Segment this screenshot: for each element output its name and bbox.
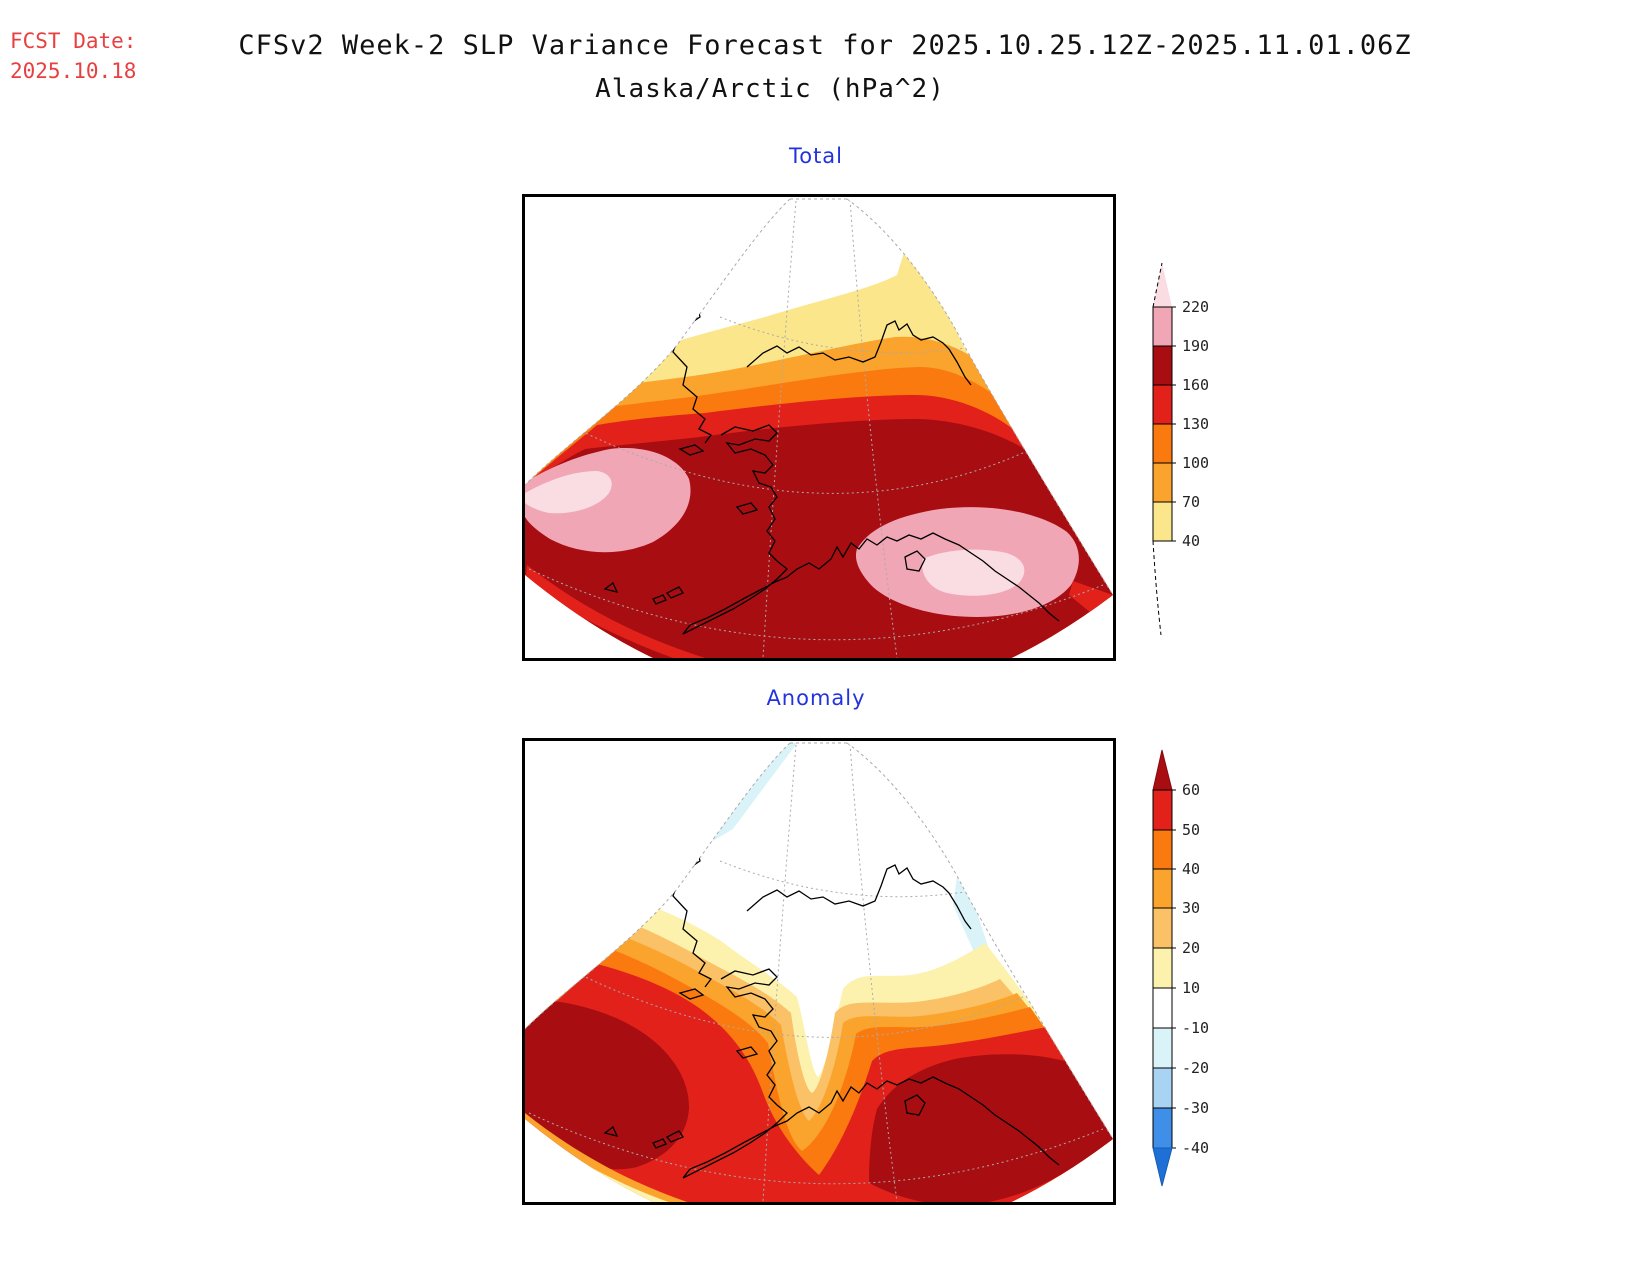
page-title: CFSv2 Week-2 SLP Variance Forecast for 2… bbox=[238, 30, 1412, 61]
total-map-panel bbox=[522, 194, 1116, 661]
total-colorbar-bottom-arrow bbox=[1152, 540, 1162, 636]
anomaly-colorbar-ticks: 60 50 40 30 20 10 -10 -20 -30 -40 bbox=[1182, 781, 1209, 1157]
tick-label: 30 bbox=[1182, 899, 1200, 917]
anomaly-graticule bbox=[528, 743, 1104, 1202]
anomaly-panel-title: Anomaly bbox=[766, 686, 866, 710]
tick-label: 190 bbox=[1182, 337, 1209, 355]
anomaly-contour-fills bbox=[525, 743, 1113, 1202]
forecast-date-label: FCST Date: bbox=[10, 29, 137, 53]
total-panel-title: Total bbox=[788, 144, 844, 168]
anomaly-colorbar-top-arrow bbox=[1152, 749, 1173, 791]
anomaly-colorbar: 60 50 40 30 20 10 -10 -20 -30 -40 bbox=[1140, 740, 1250, 1210]
tick-label: 50 bbox=[1182, 821, 1200, 839]
tick-label: 60 bbox=[1182, 781, 1200, 799]
anomaly-map-panel bbox=[522, 738, 1116, 1205]
tick-label: -30 bbox=[1182, 1099, 1209, 1117]
tick-label: 160 bbox=[1182, 376, 1209, 394]
tick-label: -10 bbox=[1182, 1019, 1209, 1037]
total-map bbox=[525, 198, 1113, 658]
total-contour-fills bbox=[525, 199, 1113, 658]
tick-label: 40 bbox=[1182, 860, 1200, 878]
total-colorbar-ticks: 220 190 160 130 100 70 40 bbox=[1182, 298, 1209, 550]
total-colorbar-top-arrow bbox=[1153, 263, 1172, 307]
tick-label: 220 bbox=[1182, 298, 1209, 316]
forecast-date-block: FCST Date: 2025.10.18 bbox=[10, 26, 136, 86]
total-graticule bbox=[528, 199, 1104, 658]
tick-label: 100 bbox=[1182, 454, 1209, 472]
forecast-date-value: 2025.10.18 bbox=[10, 59, 137, 83]
anomaly-colorbar-bottom-arrow bbox=[1152, 1147, 1173, 1187]
total-domain-boundary bbox=[525, 198, 1113, 596]
tick-label: -20 bbox=[1182, 1059, 1209, 1077]
tick-label: 130 bbox=[1182, 415, 1209, 433]
page-subtitle: Alaska/Arctic (hPa^2) bbox=[595, 74, 945, 104]
anomaly-colorbar-svg: 60 50 40 30 20 10 -10 -20 -30 -40 bbox=[1152, 749, 1209, 1187]
anomaly-map bbox=[525, 742, 1113, 1202]
anomaly-domain-boundary bbox=[525, 742, 1113, 1140]
total-colorbar: 220 190 160 130 100 70 40 bbox=[1140, 255, 1250, 655]
total-colorbar-svg: 220 190 160 130 100 70 40 bbox=[1152, 262, 1209, 636]
tick-label: -40 bbox=[1182, 1139, 1209, 1157]
tick-label: 40 bbox=[1182, 532, 1200, 550]
tick-label: 10 bbox=[1182, 979, 1200, 997]
tick-label: 70 bbox=[1182, 493, 1200, 511]
tick-label: 20 bbox=[1182, 939, 1200, 957]
